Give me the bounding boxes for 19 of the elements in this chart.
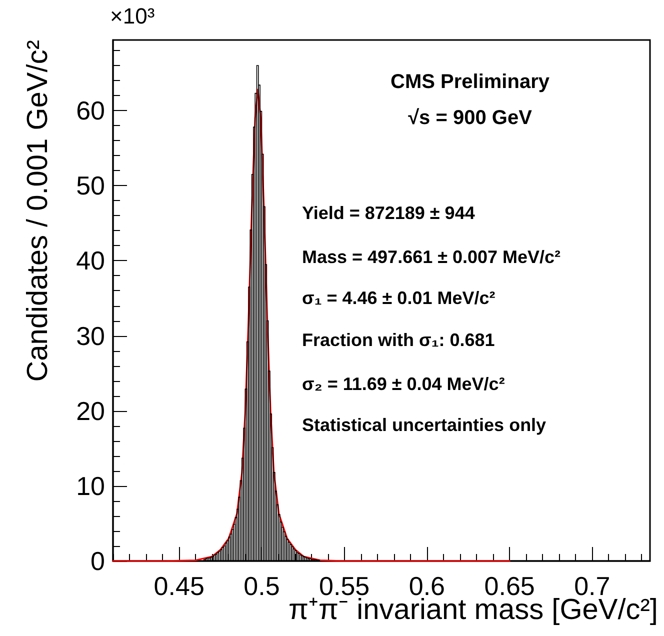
annotation: Mass = 497.661 ± 0.007 MeV/c² (302, 247, 561, 267)
annotation: σ₁ = 4.46 ± 0.01 MeV/c² (302, 288, 496, 308)
y-tick-label: 20 (76, 396, 105, 426)
y-tick-label: 40 (76, 246, 105, 276)
annotation: Yield = 872189 ± 944 (302, 203, 475, 223)
x-tick-label: 0.5 (244, 571, 280, 601)
text: √s = 900 GeV (408, 107, 533, 129)
text: ×10³ (110, 4, 155, 28)
y-tick-label: 30 (76, 320, 105, 351)
y-tick-label: 60 (76, 96, 105, 126)
y-tick-label: 50 (76, 170, 105, 201)
annotation: σ₂ = 11.69 ± 0.04 MeV/c² (302, 374, 505, 394)
text: CMS Preliminary (390, 71, 550, 93)
x-tick-label: 0.45 (154, 571, 204, 601)
y-axis-title: Candidates / 0.001 GeV/c² (22, 40, 54, 382)
y-tick-label: 10 (76, 470, 105, 501)
annotation: Fraction with σ₁: 0.681 (302, 330, 495, 350)
y-tick-label: 0 (90, 546, 105, 576)
annotation: Statistical uncertainties only (302, 415, 546, 435)
